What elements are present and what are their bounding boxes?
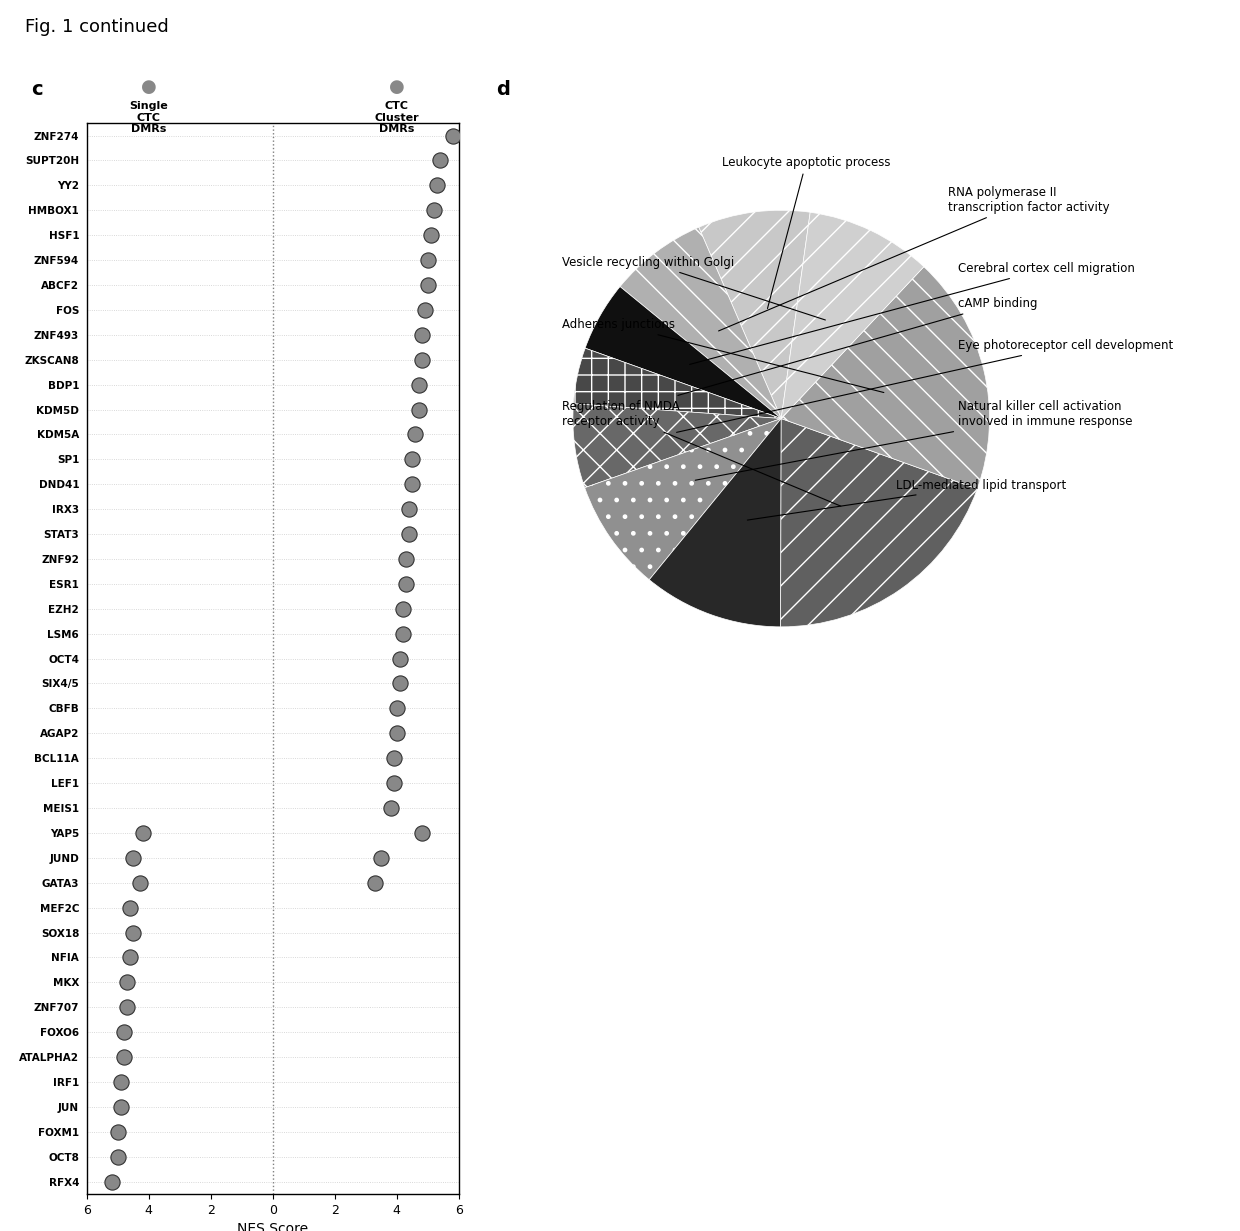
Point	[112, 1072, 131, 1092]
Wedge shape	[650, 419, 781, 627]
Text: Single
CTC
DMRs: Single CTC DMRs	[129, 101, 169, 134]
Point	[114, 1022, 134, 1041]
Point	[424, 201, 444, 220]
Point	[418, 276, 438, 295]
Text: Regulation of NMDA
receptor activity: Regulation of NMDA receptor activity	[563, 400, 841, 506]
Point	[393, 624, 413, 644]
Text: Adherens junctions: Adherens junctions	[563, 319, 884, 393]
Point	[133, 824, 153, 843]
Text: ●: ●	[141, 78, 156, 96]
Point	[399, 524, 419, 544]
Wedge shape	[573, 404, 781, 487]
Point	[412, 325, 432, 345]
Text: cAMP binding: cAMP binding	[678, 298, 1038, 395]
Point	[108, 1121, 128, 1141]
Point	[102, 1172, 122, 1192]
Point	[384, 748, 404, 768]
Point	[409, 374, 429, 394]
Wedge shape	[585, 287, 781, 419]
Point	[412, 350, 432, 369]
Point	[117, 997, 136, 1017]
Point	[124, 848, 144, 868]
Point	[381, 798, 401, 817]
Point	[130, 873, 150, 892]
Point	[420, 225, 441, 245]
Point	[397, 574, 417, 593]
Point	[365, 873, 384, 892]
Point	[399, 500, 419, 519]
Text: RNA polymerase II
transcription factor activity: RNA polymerase II transcription factor a…	[718, 186, 1110, 331]
Wedge shape	[585, 419, 781, 580]
Point	[387, 724, 407, 744]
Point	[414, 300, 435, 320]
Text: LDL-mediated lipid transport: LDL-mediated lipid transport	[748, 479, 1066, 519]
Text: d: d	[496, 80, 510, 98]
Wedge shape	[781, 212, 924, 419]
Text: Fig. 1 continued: Fig. 1 continued	[25, 18, 169, 37]
Wedge shape	[573, 348, 781, 419]
Point	[108, 1147, 128, 1167]
Point	[114, 1048, 134, 1067]
Text: CTC
Cluster
DMRs: CTC Cluster DMRs	[374, 101, 419, 134]
Point	[117, 972, 136, 992]
Text: Leukocyte apoptotic process: Leukocyte apoptotic process	[722, 155, 890, 309]
Point	[427, 176, 448, 196]
Wedge shape	[699, 211, 810, 419]
Point	[124, 923, 144, 943]
Point	[405, 425, 425, 444]
Wedge shape	[781, 267, 990, 489]
Point	[443, 126, 463, 145]
Point	[402, 449, 422, 469]
Point	[120, 948, 140, 968]
Point	[412, 824, 432, 843]
Point	[418, 250, 438, 270]
Point	[384, 773, 404, 793]
Point	[112, 1097, 131, 1117]
Point	[409, 400, 429, 420]
Text: Natural killer cell activation
involved in immune response: Natural killer cell activation involved …	[696, 400, 1133, 480]
Point	[387, 698, 407, 718]
Text: Cerebral cortex cell migration: Cerebral cortex cell migration	[689, 262, 1135, 364]
Point	[393, 599, 413, 619]
Text: ●: ●	[389, 78, 404, 96]
Wedge shape	[780, 419, 977, 627]
Text: c: c	[31, 80, 42, 98]
Point	[372, 848, 392, 868]
Point	[389, 649, 409, 668]
Point	[402, 474, 422, 494]
Text: Eye photoreceptor cell development: Eye photoreceptor cell development	[677, 339, 1173, 432]
Point	[430, 150, 450, 170]
Point	[389, 673, 409, 693]
Point	[120, 897, 140, 917]
Wedge shape	[620, 228, 781, 419]
Point	[397, 549, 417, 569]
X-axis label: NES Score: NES Score	[237, 1222, 309, 1231]
Text: Vesicle recycling within Golgi: Vesicle recycling within Golgi	[563, 256, 826, 320]
